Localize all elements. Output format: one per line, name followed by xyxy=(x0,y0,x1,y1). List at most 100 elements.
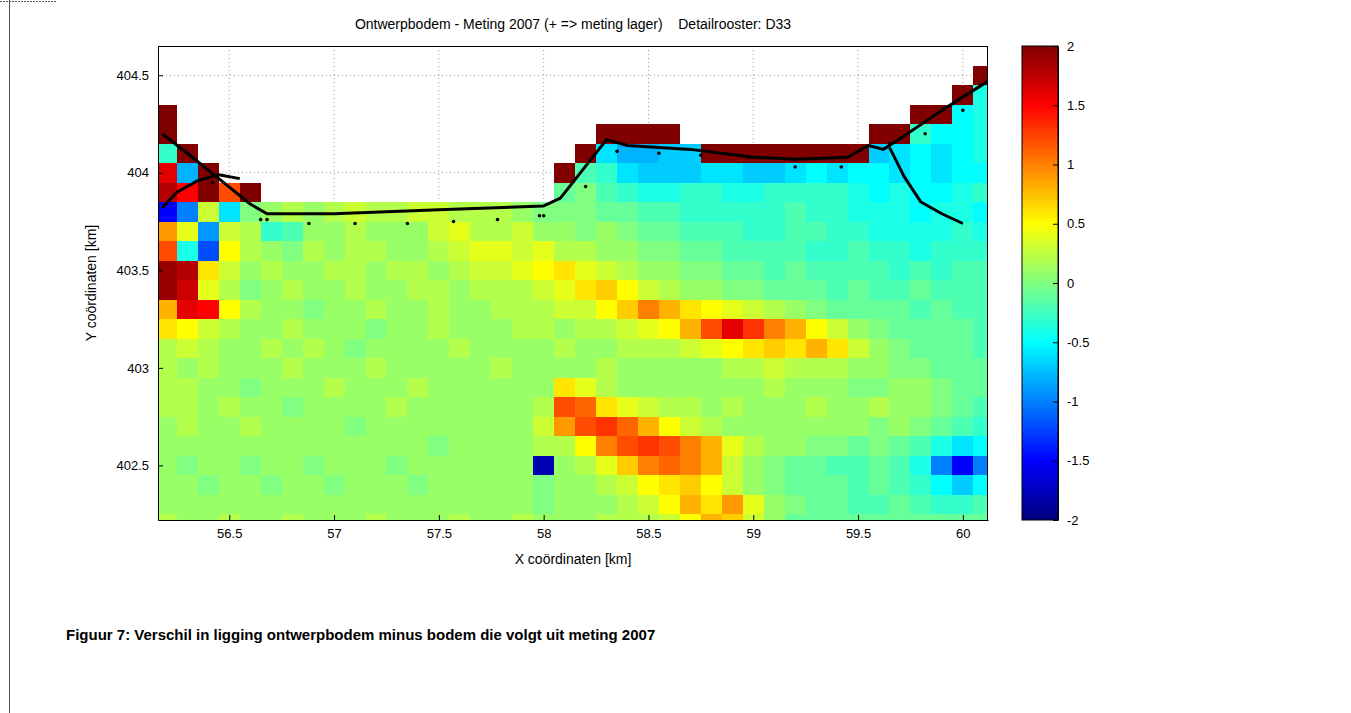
heatmap-cell xyxy=(680,144,701,164)
heatmap-cell xyxy=(407,456,428,476)
point xyxy=(699,153,703,157)
heatmap-cell xyxy=(198,280,219,300)
point xyxy=(265,218,269,222)
heatmap-cell xyxy=(303,202,324,222)
heatmap-cell xyxy=(303,475,324,495)
heatmap-cell xyxy=(345,495,366,515)
heatmap-cell xyxy=(240,514,261,520)
heatmap-cell xyxy=(303,241,324,261)
heatmap-cell xyxy=(827,475,848,495)
heatmap-cell xyxy=(638,436,659,456)
heatmap-cell xyxy=(512,397,533,417)
heatmap-cell xyxy=(282,202,303,222)
heatmap-cell xyxy=(722,202,743,222)
heatmap-cell xyxy=(827,417,848,437)
heatmap-cell xyxy=(764,417,785,437)
heatmap-cell xyxy=(722,300,743,320)
heatmap-cell xyxy=(386,397,407,417)
heatmap-cell xyxy=(617,495,638,515)
heatmap-cell xyxy=(491,397,512,417)
heatmap-cell xyxy=(240,475,261,495)
heatmap-cell xyxy=(827,163,848,183)
heatmap-cell xyxy=(324,241,345,261)
heatmap-cell xyxy=(177,417,198,437)
heatmap-cell xyxy=(366,514,387,520)
point xyxy=(657,151,661,155)
heatmap-cell xyxy=(973,456,988,476)
tick-mark xyxy=(1053,46,1058,47)
heatmap-cell xyxy=(386,436,407,456)
figure-border xyxy=(9,0,10,713)
heatmap-cell xyxy=(617,339,638,359)
heatmap-cell xyxy=(764,163,785,183)
heatmap-cell xyxy=(806,456,827,476)
heatmap-cell xyxy=(554,339,575,359)
heatmap-cell xyxy=(282,339,303,359)
heatmap-cell xyxy=(806,222,827,242)
heatmap-cell xyxy=(659,261,680,281)
heatmap-cell xyxy=(596,241,617,261)
heatmap-cell xyxy=(324,475,345,495)
caption: Figuur 7: Verschil in ligging ontwerpbod… xyxy=(66,626,655,643)
heatmap-cell xyxy=(973,202,988,222)
axis-line xyxy=(158,47,159,521)
heatmap-cell xyxy=(785,397,806,417)
heatmap-cell xyxy=(785,300,806,320)
heatmap-cell xyxy=(407,475,428,495)
heatmap-cell xyxy=(889,397,910,417)
heatmap-cell xyxy=(910,105,931,125)
heatmap-cell xyxy=(345,397,366,417)
heatmap-cell xyxy=(701,514,722,520)
tick-mark xyxy=(1053,105,1058,106)
heatmap-cell xyxy=(345,241,366,261)
heatmap-cell xyxy=(952,144,973,164)
heatmap-cell xyxy=(240,378,261,398)
heatmap-cell xyxy=(848,163,869,183)
heatmap-cell xyxy=(910,300,931,320)
tick-label: 403 xyxy=(127,361,149,376)
heatmap-cell xyxy=(743,417,764,437)
heatmap-cell xyxy=(869,397,890,417)
heatmap-cell xyxy=(158,495,177,515)
heatmap-cell xyxy=(282,300,303,320)
heatmap-cell xyxy=(596,319,617,339)
heatmap-cell xyxy=(848,222,869,242)
heatmap-cell xyxy=(219,397,240,417)
tick: 404.5 xyxy=(116,68,163,83)
heatmap-cell xyxy=(764,261,785,281)
heatmap-cell xyxy=(743,261,764,281)
heatmap-cell xyxy=(512,514,533,520)
heatmap-cell xyxy=(407,358,428,378)
heatmap-cell xyxy=(533,261,554,281)
heatmap-cell xyxy=(575,183,596,203)
tick: 2 xyxy=(1053,39,1074,54)
heatmap-cell xyxy=(680,514,701,520)
heatmap-cell xyxy=(617,124,638,144)
heatmap-cell xyxy=(407,241,428,261)
heatmap-cell xyxy=(345,280,366,300)
heatmap-cell xyxy=(512,417,533,437)
heatmap-cell xyxy=(177,280,198,300)
tick-mark xyxy=(158,173,163,174)
heatmap-cell xyxy=(428,261,449,281)
heatmap-cell xyxy=(158,339,177,359)
heatmap-cell xyxy=(428,495,449,515)
heatmap-cell xyxy=(659,436,680,456)
heatmap-cell xyxy=(931,241,952,261)
heatmap-cell xyxy=(366,456,387,476)
heatmap-cell xyxy=(827,280,848,300)
plot-frame-right xyxy=(987,46,988,520)
heatmap-cell xyxy=(889,300,910,320)
heatmap-cell xyxy=(491,456,512,476)
heatmap-cell xyxy=(366,397,387,417)
tick-label: 402.5 xyxy=(116,458,149,473)
heatmap-cell xyxy=(889,183,910,203)
heatmap-cell xyxy=(910,280,931,300)
heatmap-cell xyxy=(198,241,219,261)
heatmap-cell xyxy=(407,436,428,456)
coast-line xyxy=(889,147,962,223)
heatmap-cell xyxy=(366,436,387,456)
heatmap-cell xyxy=(701,222,722,242)
heatmap-cell xyxy=(764,495,785,515)
heatmap-cell xyxy=(659,358,680,378)
